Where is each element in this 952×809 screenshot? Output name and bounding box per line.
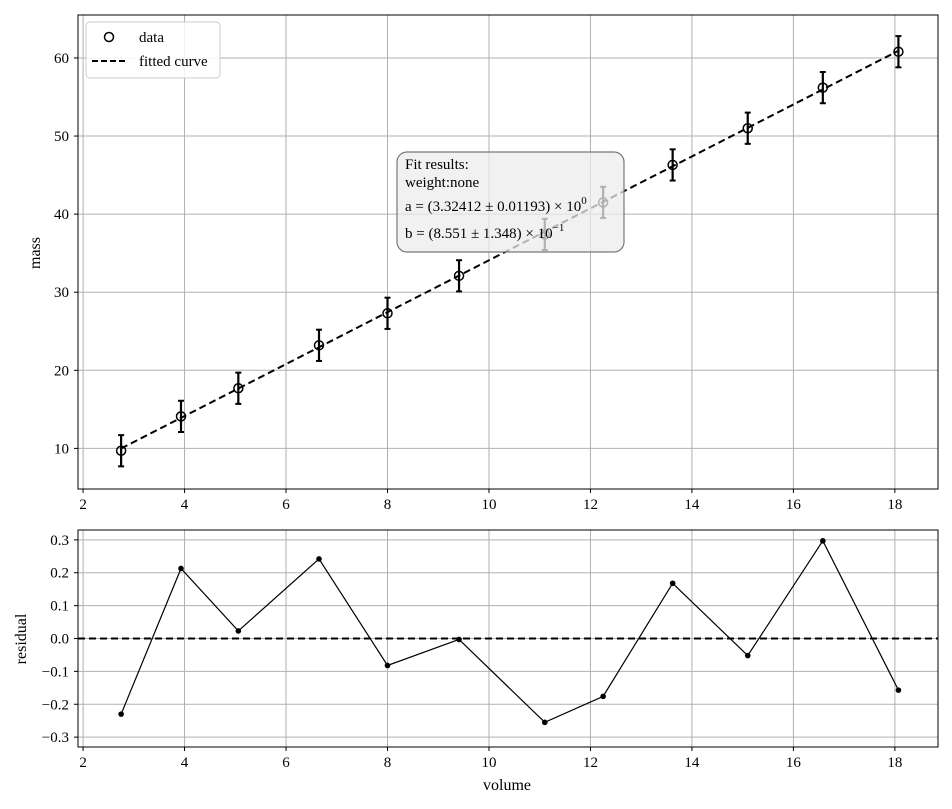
residual-point: [118, 711, 124, 717]
legend-data-marker: [103, 31, 115, 43]
residual-point: [600, 693, 606, 700]
residual-point: [895, 687, 902, 693]
fit-param-b: b = (8.551 ± 1.348) × 10−1: [405, 222, 564, 242]
data-point: [742, 122, 753, 134]
tick-labels: 2 4 6 8 10 12 14 16 18 10 20 30 40 50 60 2 4 6 8 10 12 14 16 18…: [42, 51, 903, 771]
residual-point: [541, 719, 548, 726]
fit-param-b-exponent: −1: [553, 222, 565, 234]
data-point: [667, 159, 678, 171]
data-point: [175, 411, 187, 422]
residual-point: [178, 565, 184, 572]
data-point: [817, 82, 829, 93]
main-xtick-label: 8: [384, 497, 392, 513]
residual-ytick-label: 0.2: [50, 566, 69, 582]
residual-point: [384, 662, 391, 669]
residual-ytick-label: −0.3: [42, 730, 69, 746]
main-xtick-label: 14: [684, 497, 700, 513]
residual-xtick-label: 10: [481, 755, 496, 771]
data-point: [893, 46, 904, 57]
residual-line: [120, 539, 899, 724]
residual-xtick-label: 12: [583, 755, 598, 771]
legend-fit-label: fitted curve: [139, 54, 208, 70]
legend-data-label: data: [139, 30, 164, 46]
residual-xtick-label: 8: [384, 755, 392, 771]
main-xtick-label: 12: [583, 497, 598, 513]
legend: data fitted curve: [85, 21, 221, 79]
residual-point: [235, 628, 242, 634]
fit-param-b-mantissa: b = (8.551 ± 1.348) × 10: [405, 226, 553, 242]
residual-xtick-label: 18: [887, 755, 902, 771]
fit-param-a-mantissa: a = (3.32412 ± 0.01193) × 10: [405, 199, 581, 215]
residual-point: [820, 538, 826, 544]
main-ytick-label: 20: [54, 363, 69, 379]
main-ytick-label: 40: [54, 207, 69, 223]
main-xtick-label: 10: [481, 497, 496, 513]
residual-ytick-label: −0.1: [42, 664, 69, 680]
main-ytick-label: 30: [54, 285, 69, 301]
fit-param-a-exponent: 0: [581, 195, 587, 207]
main-xtick-label: 6: [282, 497, 290, 513]
errorbars: [118, 35, 902, 468]
data-point: [453, 270, 465, 282]
data-point: [313, 340, 325, 351]
fit-results-weight: weight:none: [405, 175, 479, 191]
main-ytick-label: 50: [54, 129, 69, 145]
residual-xlabel: volume: [483, 777, 531, 794]
residual-point: [456, 636, 462, 643]
residual-ylabel: residual: [13, 613, 30, 664]
residual-ytick-label: −0.2: [42, 697, 69, 713]
residual-points: [118, 538, 902, 726]
main-ytick-label: 60: [54, 51, 69, 67]
residual-polyline: [120, 539, 899, 724]
data-point: [382, 308, 393, 319]
main-xtick-label: 18: [887, 497, 902, 513]
fit-results-title: Fit results:: [405, 157, 469, 173]
residual-grid: [78, 530, 938, 747]
residual-point: [669, 580, 676, 587]
fit-results-box: Fit results: weight:none a = (3.32412 ± …: [396, 151, 625, 253]
main-xtick-label: 16: [786, 497, 802, 513]
residual-ytick-label: 0.1: [50, 599, 69, 615]
residual-ytick-label: 0.0: [50, 632, 69, 648]
residual-xtick-label: 16: [786, 755, 802, 771]
residual-ytick-label: 0.3: [50, 533, 69, 549]
residual-xtick-label: 2: [79, 755, 87, 771]
main-axes-frame: [77, 14, 939, 490]
residual-point: [744, 652, 751, 659]
main-ylabel: mass: [27, 237, 44, 269]
main-ytick-label: 10: [54, 441, 69, 457]
data-point: [115, 445, 127, 456]
data-point: [233, 383, 244, 394]
fitted-curve-line: [120, 49, 899, 450]
residual-xtick-label: 14: [684, 755, 700, 771]
legend-box: [85, 21, 221, 79]
main-xtick-label: 4: [181, 497, 189, 513]
residual-xtick-label: 6: [282, 755, 290, 771]
fitted-curve: [120, 49, 899, 450]
axes-frames: [77, 14, 939, 748]
residual-point: [316, 556, 322, 562]
fit-results-box-bg: [396, 151, 625, 253]
fit-param-a: a = (3.32412 ± 0.01193) × 100: [405, 195, 587, 215]
main-xtick-label: 2: [79, 497, 87, 513]
residual-xtick-label: 4: [181, 755, 189, 771]
